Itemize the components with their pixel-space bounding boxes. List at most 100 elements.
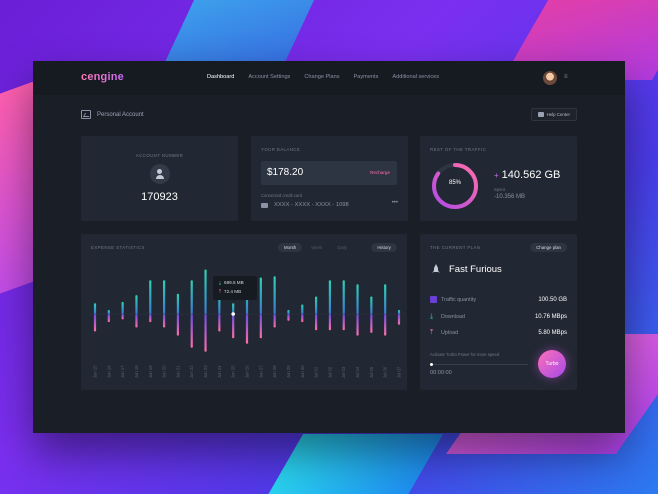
- download-bar[interactable]: [176, 293, 180, 314]
- nav-additional-services[interactable]: Additional services: [392, 74, 440, 80]
- traffic-ring-fill: [432, 163, 478, 209]
- turbo-progress-handle[interactable]: [430, 363, 433, 366]
- download-bar[interactable]: [232, 303, 235, 314]
- upload-bar[interactable]: [370, 314, 373, 333]
- upload-bar[interactable]: [314, 314, 318, 331]
- traffic-square-icon: [430, 296, 437, 303]
- traffic-spent-value: -10.356 MB: [494, 194, 526, 200]
- download-bar[interactable]: [259, 277, 262, 314]
- x-tick-label: Jun 21: [175, 365, 180, 378]
- nav-payments[interactable]: Payments: [353, 74, 379, 80]
- download-bar[interactable]: [370, 296, 373, 314]
- x-tick-label: Jun 30: [300, 365, 305, 378]
- x-tick-label: Jun 15: [93, 365, 98, 378]
- x-tick-label: Jun 19: [148, 365, 153, 378]
- nav-change-plans[interactable]: Change Plans: [304, 74, 340, 80]
- nav-dashboard[interactable]: Dashboard: [207, 74, 235, 80]
- top-navbar: cengine Dashboard Account Settings Chang…: [33, 61, 625, 95]
- upload-bar[interactable]: [342, 314, 345, 331]
- chart-tooltip: ⤓ 689.5 MB ⤒ 72.4 MB: [213, 276, 257, 300]
- plan-row-label: Download: [441, 313, 465, 320]
- upload-bar[interactable]: [135, 314, 138, 328]
- traffic-percent: 85%: [448, 180, 461, 186]
- credit-card-label: Connected credit card: [261, 193, 302, 198]
- x-tick-label: Jun 20: [162, 365, 167, 378]
- expense-statistics-label: Expense statistics: [91, 245, 145, 250]
- user-icon: [149, 164, 170, 184]
- x-tick-label: Jun 16: [106, 365, 111, 378]
- upload-bar[interactable]: [273, 314, 276, 328]
- x-tick-label: Jun 23: [203, 365, 208, 378]
- traffic-spent-label: Spent: [494, 187, 505, 192]
- segment-month[interactable]: Month: [278, 243, 303, 252]
- upload-bar[interactable]: [397, 314, 401, 325]
- history-button[interactable]: History: [371, 243, 397, 252]
- download-bar[interactable]: [328, 280, 332, 314]
- download-bar[interactable]: [301, 304, 304, 314]
- balance-amount: $178.20: [267, 167, 304, 178]
- download-bar[interactable]: [273, 276, 276, 314]
- upload-bar[interactable]: [301, 314, 304, 323]
- card-more-button[interactable]: •••: [391, 200, 398, 206]
- recharge-button[interactable]: Recharge: [370, 170, 390, 175]
- download-bar[interactable]: [287, 309, 290, 314]
- nav-account-settings[interactable]: Account Settings: [248, 74, 291, 80]
- upload-bar[interactable]: [93, 314, 97, 332]
- x-tick-label: Jul 03: [341, 366, 346, 378]
- upload-bar[interactable]: [232, 314, 235, 339]
- turbo-timer: 00:00:00: [430, 370, 452, 376]
- selected-point-marker[interactable]: [231, 312, 235, 316]
- download-bar[interactable]: [107, 309, 110, 314]
- upload-bar[interactable]: [190, 314, 193, 348]
- download-bar[interactable]: [204, 269, 207, 314]
- plan-row-value: 10.76 MBps: [534, 313, 567, 320]
- upload-bar[interactable]: [245, 314, 249, 344]
- download-bar[interactable]: [384, 284, 387, 314]
- download-bar[interactable]: [149, 280, 152, 314]
- upload-bar[interactable]: [356, 314, 359, 336]
- balance-card: Your balance $178.20 Recharge Connected …: [251, 136, 408, 221]
- x-tick-label: Jul 04: [355, 366, 360, 378]
- download-bar[interactable]: [93, 303, 97, 314]
- avatar[interactable]: [543, 71, 557, 85]
- upload-bar[interactable]: [121, 314, 124, 320]
- turbo-progress-track: [430, 364, 528, 365]
- segment-daily[interactable]: Daily: [337, 245, 348, 250]
- upload-bar[interactable]: [287, 314, 290, 321]
- x-tick-label: Jul 07: [397, 366, 402, 378]
- help-center-button[interactable]: Help Center: [530, 108, 577, 121]
- tooltip-download-row: ⤓ 689.5 MB: [213, 280, 257, 285]
- account-number-label: Account number: [135, 153, 184, 158]
- download-bar[interactable]: [342, 280, 345, 314]
- expense-statistics-card: Expense statistics Month Week Daily Hist…: [81, 234, 407, 390]
- upload-bar[interactable]: [259, 314, 262, 339]
- download-bar[interactable]: [135, 295, 138, 314]
- download-bar[interactable]: [356, 284, 359, 314]
- page-header: Personal Account: [81, 110, 144, 119]
- segment-week[interactable]: Week: [311, 245, 323, 250]
- download-bar[interactable]: [162, 280, 166, 314]
- brand-logo[interactable]: cengine: [81, 71, 124, 83]
- balance-label: Your balance: [261, 147, 301, 152]
- download-bar[interactable]: [190, 280, 193, 314]
- upload-bar[interactable]: [384, 314, 387, 336]
- x-tick-label: Jul 06: [383, 366, 388, 378]
- upload-bar[interactable]: [328, 314, 332, 331]
- download-arrow-icon: ⤓: [219, 280, 222, 285]
- upload-bar[interactable]: [218, 314, 221, 332]
- help-center-label: Help Center: [546, 112, 570, 117]
- upload-bar[interactable]: [204, 314, 207, 352]
- download-bar[interactable]: [397, 309, 401, 314]
- upload-bar[interactable]: [107, 314, 110, 323]
- plan-row-upload: ⤒ Upload 5.80 MBps: [430, 329, 567, 336]
- download-bar[interactable]: [314, 296, 318, 314]
- upload-bar[interactable]: [176, 314, 180, 336]
- upload-bar[interactable]: [149, 314, 152, 323]
- download-bar[interactable]: [121, 301, 124, 314]
- change-plan-button[interactable]: Change plan: [530, 243, 567, 252]
- current-plan-card: The current plan Change plan Fast Furiou…: [420, 234, 577, 390]
- chart-icon: [81, 110, 91, 119]
- menu-icon[interactable]: ≡: [564, 74, 568, 80]
- upload-bar[interactable]: [162, 314, 166, 328]
- turbo-button[interactable]: Turbo: [538, 350, 566, 378]
